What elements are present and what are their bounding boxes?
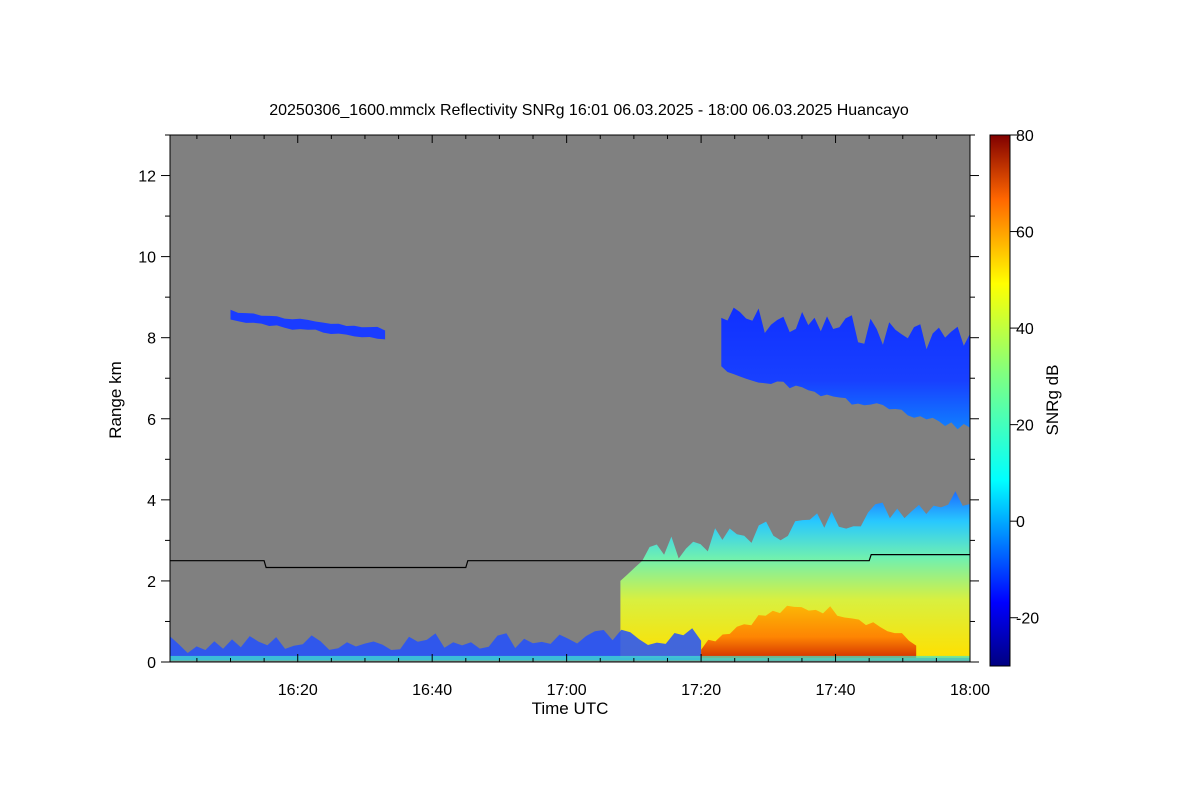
- colorbar-tick-label: 40: [1016, 321, 1034, 338]
- x-tick-label: 18:00: [950, 682, 990, 699]
- y-tick-label: 12: [138, 169, 156, 186]
- colorbar-tick-label: 20: [1016, 418, 1034, 435]
- x-tick-label: 16:20: [278, 682, 318, 699]
- y-axis-label: Range km: [106, 361, 125, 438]
- black-line: [170, 553, 970, 569]
- x-tick-label: 17:20: [681, 682, 721, 699]
- y-tick-label: 2: [147, 574, 156, 591]
- x-tick-label: 17:40: [816, 682, 856, 699]
- colorbar-ticks: -20 0 20 40 60 80: [1010, 128, 1039, 628]
- y-tick-label: 6: [147, 412, 156, 429]
- y-tick-label: 8: [147, 331, 156, 348]
- region-core: [701, 605, 917, 658]
- y-tick-label: 0: [147, 655, 156, 672]
- plot-frame: [169, 134, 971, 663]
- colorbar-tick-label: 60: [1016, 225, 1034, 242]
- region-ground-clutter: [170, 628, 702, 660]
- y-tick-label: 10: [138, 250, 156, 267]
- colorbar-label: SNRg dB: [1043, 365, 1062, 436]
- colorbar-tick-label: 0: [1016, 514, 1025, 531]
- region-upper-cloud: [721, 307, 970, 430]
- chart-title: 20250306_1600.mmclx Reflectivity SNRg 16…: [269, 102, 909, 119]
- colorbar-tick-label: 80: [1016, 128, 1034, 145]
- data-regions: [170, 307, 970, 661]
- axis-ticks: 16:20 16:40 17:00 17:20 17:40 18:00 0 2 4 6 8 10 12: [138, 134, 990, 699]
- x-tick-label: 16:40: [412, 682, 452, 699]
- x-axis-label: Time UTC: [532, 699, 609, 718]
- colorbar: [989, 134, 1011, 667]
- y-tick-label: 4: [147, 493, 156, 510]
- colorbar-tick-label: -20: [1016, 611, 1039, 628]
- x-tick-label: 17:00: [547, 682, 587, 699]
- ground-band: [170, 655, 970, 661]
- region-thin-layer-8.5km: [230, 309, 386, 340]
- region-lower-convective-cloud: [620, 491, 970, 658]
